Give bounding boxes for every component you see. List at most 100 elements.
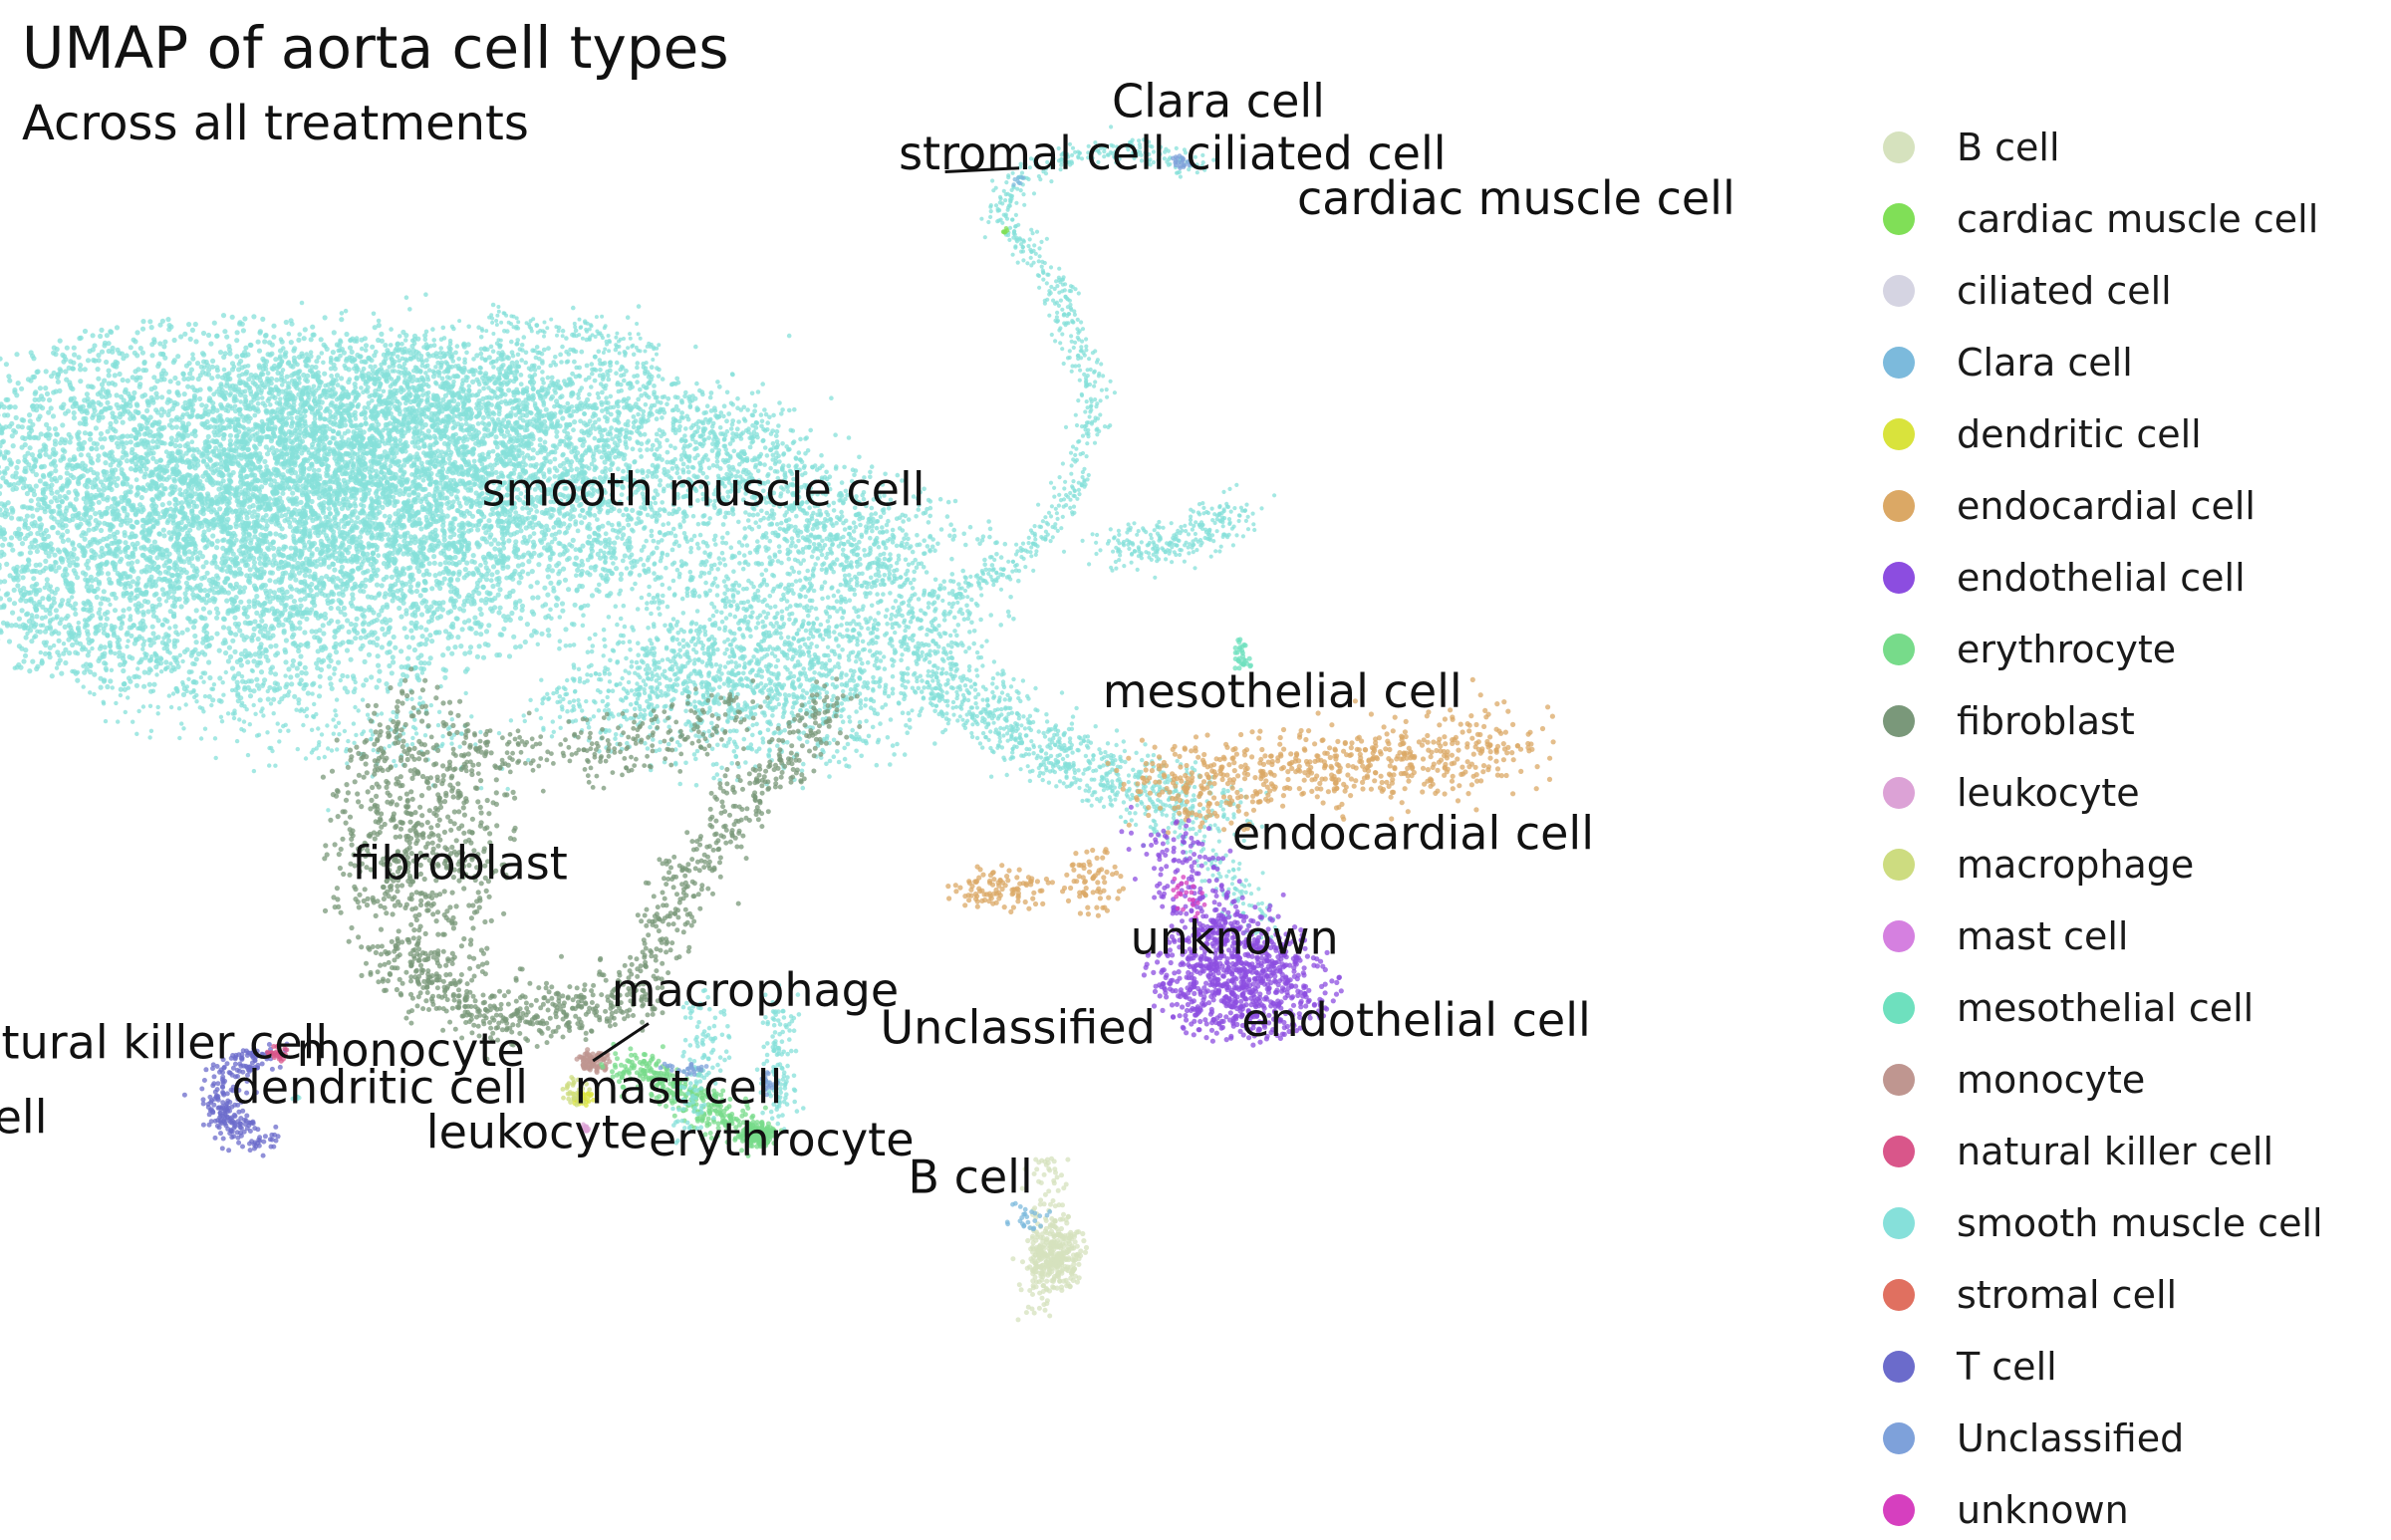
data-point [299, 396, 304, 401]
data-point [344, 332, 349, 337]
data-point [406, 644, 411, 649]
data-point [105, 333, 110, 338]
data-point [467, 480, 472, 485]
data-point [319, 337, 324, 342]
data-point [212, 321, 217, 326]
data-point [388, 641, 393, 645]
data-point [49, 374, 54, 379]
data-point [119, 394, 124, 399]
data-point [322, 372, 327, 377]
data-point [135, 580, 140, 585]
data-point [104, 360, 109, 365]
data-point [66, 538, 71, 543]
data-point [166, 327, 171, 332]
data-point [15, 531, 20, 536]
data-point [180, 372, 185, 377]
data-point [161, 377, 166, 382]
data-point [251, 380, 256, 385]
data-point [313, 613, 318, 618]
data-point [327, 663, 332, 668]
data-point [8, 404, 13, 409]
data-point [98, 539, 103, 544]
data-point [54, 608, 59, 613]
data-point [408, 584, 413, 589]
data-point [495, 570, 500, 575]
data-point [497, 587, 502, 592]
data-point [60, 522, 65, 527]
data-point [31, 569, 36, 574]
data-point [184, 570, 189, 575]
data-point [339, 569, 344, 574]
data-point [44, 528, 49, 533]
data-point [147, 682, 152, 687]
data-point [239, 662, 244, 667]
data-point [140, 485, 145, 490]
data-point [135, 485, 140, 490]
data-point [398, 615, 403, 620]
data-point [9, 535, 14, 540]
data-point [342, 612, 347, 617]
data-point [384, 681, 389, 686]
data-point [156, 419, 161, 424]
data-point [53, 438, 58, 443]
data-point [296, 338, 301, 343]
data-point [159, 394, 164, 399]
data-point [475, 527, 480, 532]
data-point [312, 468, 317, 473]
data-point [79, 452, 84, 457]
data-point [207, 675, 212, 680]
data-point [140, 351, 145, 356]
data-point [284, 320, 289, 325]
data-point [69, 473, 74, 478]
data-point [218, 350, 223, 355]
data-point [45, 391, 50, 396]
data-point [458, 643, 463, 648]
data-point [109, 330, 114, 335]
data-point [318, 674, 323, 679]
data-point [201, 360, 206, 365]
data-point [115, 325, 120, 330]
data-point [423, 642, 428, 646]
data-point [380, 644, 385, 649]
data-point [554, 398, 559, 403]
data-point [340, 673, 345, 678]
data-point [376, 663, 381, 668]
data-point [115, 402, 120, 407]
data-point [29, 498, 34, 503]
data-point [356, 606, 361, 611]
data-point [78, 379, 83, 384]
data-point [332, 568, 337, 573]
data-point [172, 376, 177, 381]
data-point [5, 412, 10, 417]
data-point [547, 564, 552, 569]
data-point [310, 629, 315, 634]
data-point [258, 697, 263, 702]
data-point [190, 328, 195, 333]
data-point [36, 416, 41, 421]
data-point [38, 478, 43, 483]
data-point [130, 459, 134, 464]
data-point [1, 439, 6, 444]
data-point [97, 487, 102, 492]
data-point [554, 603, 559, 608]
data-point [405, 656, 410, 661]
data-point [535, 595, 540, 600]
data-point [359, 646, 364, 651]
data-point [96, 377, 101, 382]
data-point [513, 602, 518, 607]
data-point [83, 549, 88, 554]
data-point [366, 633, 371, 638]
data-point [254, 677, 259, 682]
data-point [310, 499, 315, 504]
data-point [189, 556, 194, 561]
data-point [229, 570, 234, 575]
data-point [418, 593, 423, 598]
data-point [34, 483, 39, 488]
data-point [215, 539, 220, 544]
data-point [71, 504, 76, 509]
data-point [375, 636, 380, 641]
data-point [387, 663, 392, 668]
data-point [2, 455, 7, 460]
data-point [268, 627, 273, 632]
data-point [38, 385, 43, 390]
